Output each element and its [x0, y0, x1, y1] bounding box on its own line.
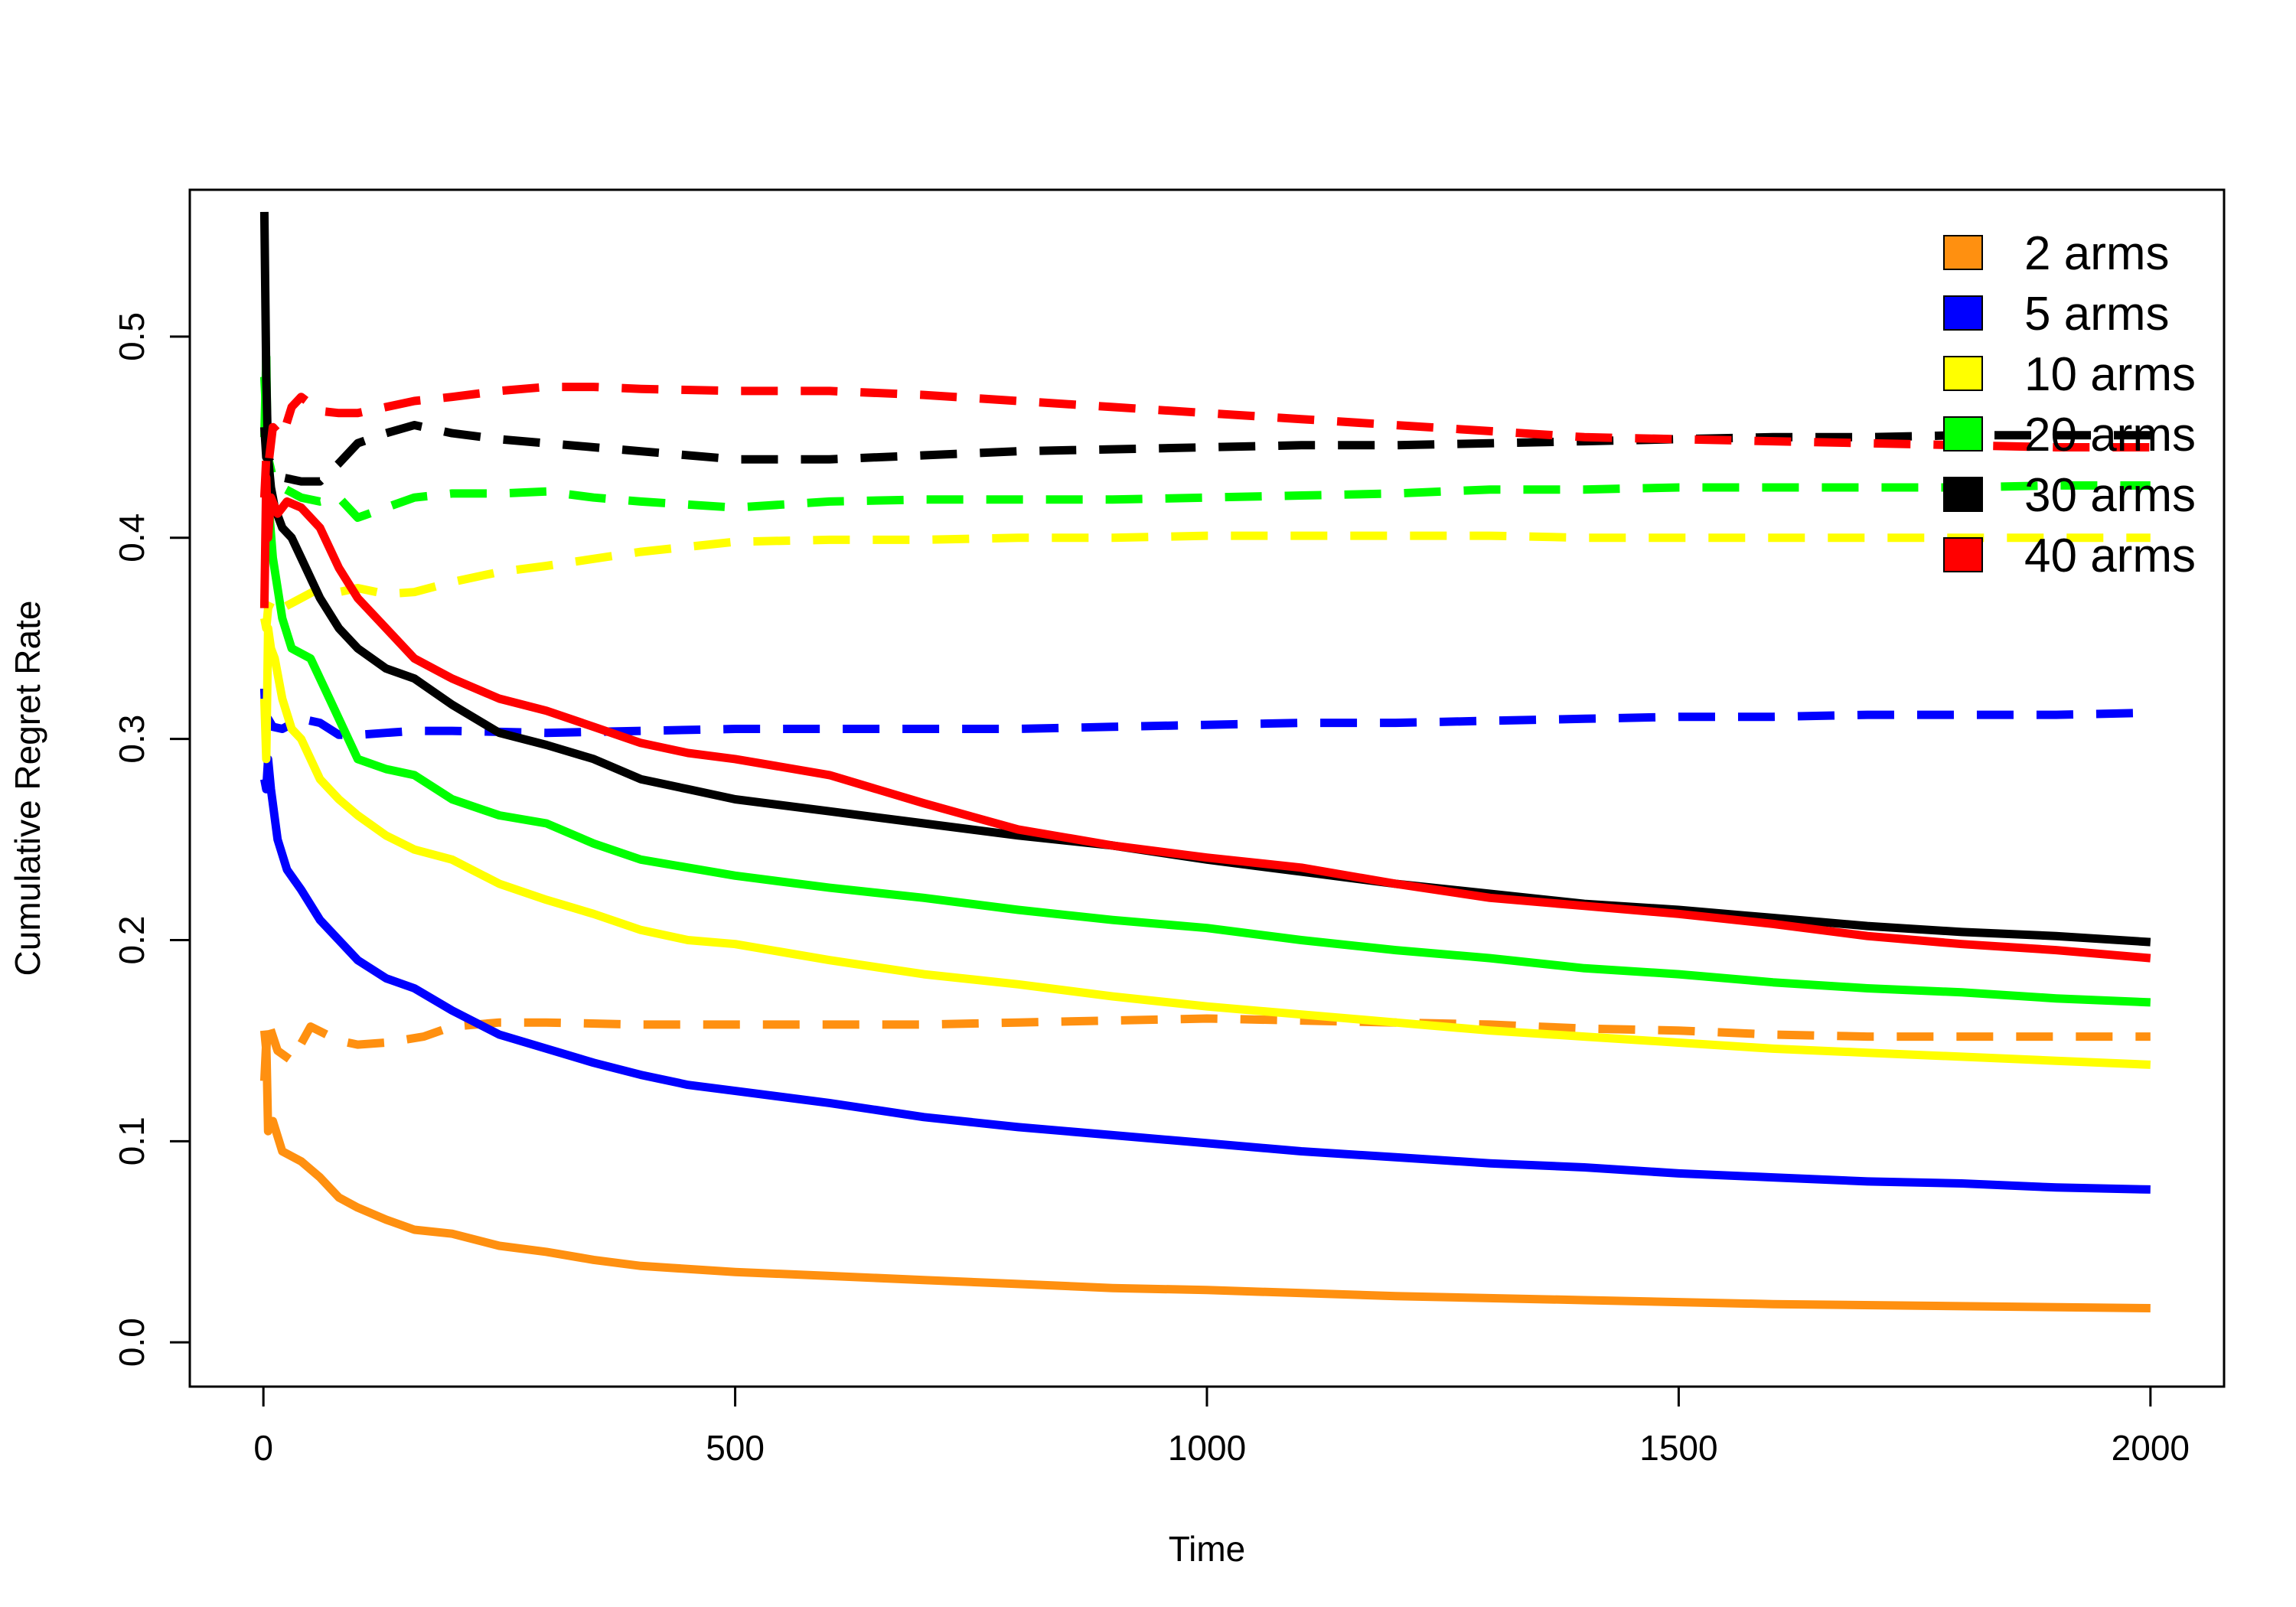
legend-label: 30 arms: [2024, 469, 2196, 522]
x-tick-label: 1000: [1168, 1428, 1246, 1468]
y-tick-label: 0.5: [112, 312, 152, 361]
series-line-10-arms-solid: [259, 624, 2151, 1069]
x-axis: 0 500 1000 1500 2000: [253, 1385, 2190, 1468]
x-tick-label: 1500: [1639, 1428, 1717, 1468]
y-tick-label: 0.1: [112, 1116, 152, 1165]
legend-label: 20 arms: [2024, 409, 2196, 461]
y-tick-label: 0.2: [112, 915, 152, 964]
series-line-5-arms-solid: [259, 755, 2151, 1194]
series-line-20-arms-solid: [259, 352, 2151, 1007]
x-tick-label: 0: [253, 1428, 273, 1468]
series-layer: [259, 211, 2151, 1312]
series-line-30-arms-dashed: [259, 421, 2151, 486]
series-line-40-arms-solid: [259, 473, 2151, 963]
y-tick-label: 0.0: [112, 1318, 152, 1367]
legend-swatch: [1943, 416, 1983, 451]
legend-swatch: [1943, 477, 1983, 512]
x-tick-label: 2000: [2112, 1428, 2190, 1468]
legend-label: 2 arms: [2024, 227, 2169, 280]
legend-label: 40 arms: [2024, 530, 2196, 582]
legend-label: 10 arms: [2024, 348, 2196, 401]
legend-swatch: [1943, 235, 1983, 270]
y-axis-title: Cumulative Regret Rate: [8, 601, 47, 976]
legend: 2 arms 5 arms 10 arms 20 arms 30 arms 40 arms: [1943, 227, 2196, 582]
legend-swatch: [1943, 295, 1983, 331]
legend-swatch: [1943, 356, 1983, 391]
y-tick-label: 0.3: [112, 715, 152, 764]
legend-label: 5 arms: [2024, 288, 2169, 341]
series-line-2-arms-solid: [259, 1036, 2151, 1312]
series-line-20-arms-dashed: [259, 376, 2151, 522]
y-tick-label: 0.4: [112, 513, 152, 562]
series-line-40-arms-dashed: [259, 383, 2151, 498]
x-tick-label: 500: [706, 1428, 765, 1468]
x-axis-title: Time: [1169, 1529, 1246, 1569]
series-line-2-arms-dashed: [259, 1014, 2151, 1065]
legend-swatch: [1943, 537, 1983, 572]
y-axis: 0.0 0.1 0.2 0.3 0.4 0.5: [112, 312, 190, 1367]
series-line-5-arms-dashed: [259, 688, 2151, 744]
series-line-10-arms-dashed: [259, 531, 2151, 633]
